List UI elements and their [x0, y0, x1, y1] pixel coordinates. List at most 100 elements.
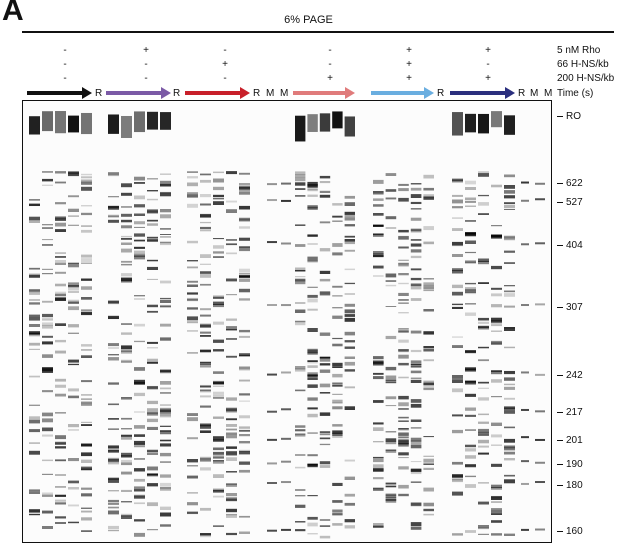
gel-band: [319, 431, 331, 433]
gel-band: [108, 446, 119, 449]
gel-band: [187, 307, 198, 310]
gel-band: [42, 178, 53, 182]
gel-band: [478, 501, 489, 505]
gel-band: [226, 318, 237, 321]
gel-band: [81, 312, 92, 316]
gel-band: [68, 262, 79, 265]
size-marker-217: 217: [557, 407, 583, 418]
gel-band: [332, 220, 343, 222]
gel-band: [187, 330, 198, 332]
gel-band: [410, 469, 422, 473]
marker-band: [267, 241, 277, 244]
gel-band: [398, 229, 409, 233]
gel-band: [423, 359, 434, 362]
gel-band: [121, 434, 132, 437]
gel-band: [373, 525, 384, 528]
gel-band: [307, 372, 318, 377]
gel-band: [213, 394, 224, 397]
gel-band: [373, 468, 384, 471]
gel-band: [29, 289, 40, 291]
gel-band: [160, 404, 171, 406]
gel-band: [319, 248, 331, 252]
gel-band: [29, 342, 40, 346]
gel-band: [398, 302, 409, 304]
gel-band: [398, 262, 409, 265]
gel-band: [491, 234, 502, 238]
gel-band: [134, 434, 145, 437]
gel-band: [108, 172, 119, 175]
gel-band: [226, 278, 237, 282]
gel-band: [295, 389, 306, 392]
gel-band: [478, 452, 489, 455]
gel-band: [344, 293, 355, 295]
gel-band: [200, 323, 211, 326]
gel-band: [226, 329, 237, 331]
gel-band: [307, 360, 318, 364]
gel-band: [200, 283, 211, 286]
sign-rho-5: +: [406, 45, 412, 56]
gel-band: [108, 219, 119, 223]
gel-band: [200, 308, 211, 311]
gel-band: [68, 324, 79, 328]
gel-band: [398, 484, 409, 489]
gel-band: [134, 340, 145, 343]
gel-band: [200, 349, 211, 353]
gel-band: [108, 300, 119, 304]
gel-band: [504, 204, 515, 209]
gel-band: [465, 367, 476, 372]
gel-band: [42, 224, 53, 226]
gel-band: [226, 508, 237, 513]
gel-band: [398, 376, 409, 379]
gel-band: [504, 426, 515, 429]
size-tick: [557, 115, 563, 117]
gel-band: [410, 360, 422, 364]
gel-band: [147, 466, 158, 471]
gel-band: [423, 309, 434, 312]
gel-band-runoff: [160, 112, 171, 130]
gel-band: [478, 317, 489, 321]
gel-band: [213, 245, 224, 249]
gel-band: [134, 495, 145, 499]
gel-band: [385, 441, 397, 445]
gel-band: [68, 195, 79, 198]
gel-band: [410, 330, 422, 334]
gel-band: [200, 389, 211, 393]
gel-band: [108, 525, 119, 530]
gel-band: [465, 448, 476, 452]
gel-band: [213, 385, 224, 387]
panel-letter: A: [2, 0, 24, 27]
gel-band: [187, 292, 198, 295]
gel-band: [134, 213, 145, 216]
gel-band: [478, 431, 489, 436]
gel-band: [385, 499, 397, 503]
gel-band: [423, 380, 434, 383]
gel-band: [398, 433, 409, 436]
gel-band: [68, 306, 79, 311]
sign-hns66-4: -: [328, 59, 332, 70]
size-marker-404: 404: [557, 240, 583, 251]
gel-band: [147, 210, 158, 212]
gel-band: [187, 352, 198, 354]
gel-band-runoff: [504, 115, 515, 135]
gel-band-runoff: [319, 113, 331, 132]
gel-band: [344, 217, 355, 221]
gel-band: [29, 333, 40, 337]
size-marker-label: RO: [566, 111, 581, 122]
size-marker-label: 217: [566, 407, 583, 418]
gel-band: [160, 430, 171, 433]
gel-band: [465, 187, 476, 190]
gel-band: [385, 494, 397, 499]
gel-band: [187, 316, 198, 321]
gel-band: [465, 414, 476, 417]
marker-band: [521, 243, 529, 246]
gel-band: [68, 363, 79, 366]
gel-band: [239, 246, 250, 248]
gel-band: [55, 283, 66, 287]
gel-band: [81, 507, 92, 509]
gel-band: [29, 509, 40, 513]
gel-band: [295, 309, 306, 313]
gel-band: [121, 471, 132, 475]
gel-band: [213, 296, 224, 299]
gel-band: [68, 215, 79, 217]
gel-band: [319, 291, 331, 296]
